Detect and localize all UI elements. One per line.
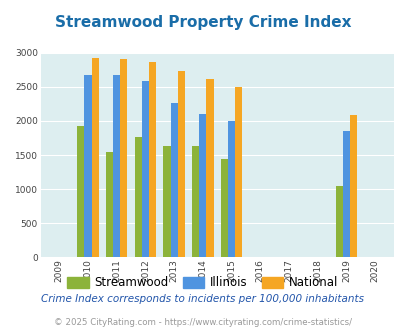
Bar [134,137,141,257]
Bar [149,62,156,257]
Bar [113,75,120,257]
Bar [192,146,199,257]
Bar [206,80,213,257]
Text: Streamwood Property Crime Index: Streamwood Property Crime Index [55,15,350,30]
Bar [77,126,84,257]
Legend: Streamwood, Illinois, National: Streamwood, Illinois, National [63,272,342,294]
Bar [170,103,177,257]
Bar [234,87,242,257]
Bar [177,71,184,257]
Bar [84,75,92,257]
Bar [220,159,228,257]
Bar [163,146,170,257]
Bar [228,121,234,257]
Text: © 2025 CityRating.com - https://www.cityrating.com/crime-statistics/: © 2025 CityRating.com - https://www.city… [54,318,351,327]
Bar [342,131,349,257]
Text: Crime Index corresponds to incidents per 100,000 inhabitants: Crime Index corresponds to incidents per… [41,294,364,304]
Bar [141,82,149,257]
Bar [120,59,127,257]
Bar [92,58,98,257]
Bar [199,114,206,257]
Bar [349,115,356,257]
Bar [335,186,342,257]
Bar [106,152,113,257]
